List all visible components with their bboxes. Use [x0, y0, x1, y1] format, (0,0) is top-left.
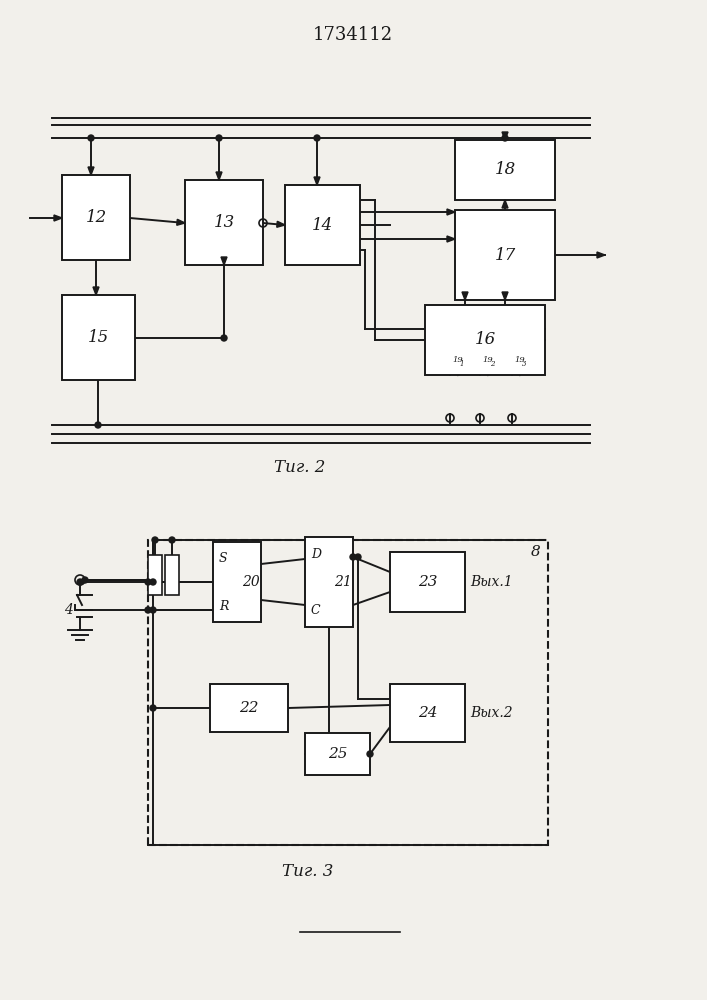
Text: 22: 22	[239, 701, 259, 715]
Text: 3: 3	[522, 360, 527, 368]
Polygon shape	[276, 221, 285, 227]
Circle shape	[145, 579, 151, 585]
Text: 1: 1	[460, 360, 464, 368]
Text: 19: 19	[452, 356, 463, 364]
Text: 19: 19	[514, 356, 525, 364]
Text: 2: 2	[490, 360, 494, 368]
Bar	[425, 305, 545, 375]
Bar	[285, 185, 360, 265]
Bar	[455, 210, 555, 300]
Polygon shape	[447, 236, 455, 242]
Bar	[210, 684, 288, 732]
Circle shape	[150, 579, 156, 585]
Polygon shape	[216, 172, 222, 180]
Circle shape	[314, 135, 320, 141]
Bar	[185, 180, 263, 265]
Circle shape	[367, 751, 373, 757]
Circle shape	[355, 554, 361, 560]
Text: 4: 4	[64, 603, 72, 617]
Polygon shape	[502, 200, 508, 208]
Text: 16: 16	[474, 332, 496, 349]
Text: Τиг. 2: Τиг. 2	[274, 460, 326, 477]
Polygon shape	[54, 215, 62, 221]
Bar	[455, 140, 555, 200]
Circle shape	[150, 607, 156, 613]
Text: 24: 24	[418, 706, 437, 720]
Text: 14: 14	[312, 217, 333, 233]
Polygon shape	[502, 132, 508, 140]
Circle shape	[88, 135, 94, 141]
Text: 15: 15	[88, 329, 109, 346]
Bar	[148, 555, 162, 595]
Polygon shape	[462, 292, 468, 300]
Text: Вых.2: Вых.2	[470, 706, 513, 720]
Circle shape	[169, 537, 175, 543]
Polygon shape	[221, 257, 227, 265]
Text: 21: 21	[334, 575, 352, 589]
Text: S: S	[219, 552, 228, 564]
Polygon shape	[177, 219, 185, 225]
Bar	[62, 175, 130, 260]
Circle shape	[502, 135, 508, 141]
Bar	[62, 295, 135, 380]
Circle shape	[152, 537, 158, 543]
Polygon shape	[88, 167, 94, 175]
Text: 12: 12	[86, 209, 107, 226]
Text: R: R	[219, 599, 228, 612]
Bar	[213, 542, 261, 622]
Bar	[148, 540, 548, 845]
Bar	[305, 537, 353, 627]
Bar	[390, 684, 465, 742]
Circle shape	[350, 554, 356, 560]
Text: C: C	[311, 604, 321, 617]
Text: D: D	[311, 548, 321, 562]
Circle shape	[145, 607, 151, 613]
Polygon shape	[447, 209, 455, 215]
Bar	[165, 555, 179, 595]
Text: 23: 23	[418, 575, 437, 589]
Polygon shape	[93, 287, 99, 295]
Circle shape	[150, 705, 156, 711]
Polygon shape	[597, 252, 605, 258]
Text: 20: 20	[242, 575, 260, 589]
Circle shape	[77, 579, 83, 585]
Bar	[390, 552, 465, 612]
Circle shape	[95, 422, 101, 428]
Circle shape	[216, 135, 222, 141]
Text: Вых.1: Вых.1	[470, 575, 513, 589]
Text: 19: 19	[482, 356, 493, 364]
Text: 8: 8	[531, 545, 541, 559]
Circle shape	[82, 577, 88, 583]
Text: 1734112: 1734112	[313, 26, 393, 44]
Text: 17: 17	[494, 246, 515, 263]
Text: 18: 18	[494, 161, 515, 178]
Text: 25: 25	[328, 747, 347, 761]
Text: Τиг. 3: Τиг. 3	[282, 863, 334, 880]
Polygon shape	[502, 292, 508, 300]
Text: 13: 13	[214, 214, 235, 231]
Circle shape	[221, 335, 227, 341]
Polygon shape	[314, 177, 320, 185]
Bar	[305, 733, 370, 775]
